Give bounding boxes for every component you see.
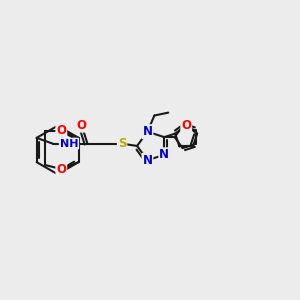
Text: O: O — [56, 124, 66, 137]
Text: S: S — [118, 137, 126, 150]
Text: N: N — [142, 125, 152, 138]
Text: NH: NH — [60, 139, 78, 148]
Text: O: O — [77, 119, 87, 132]
Text: O: O — [56, 163, 66, 176]
Text: O: O — [181, 119, 191, 132]
Text: N: N — [159, 148, 169, 161]
Text: N: N — [142, 154, 152, 167]
